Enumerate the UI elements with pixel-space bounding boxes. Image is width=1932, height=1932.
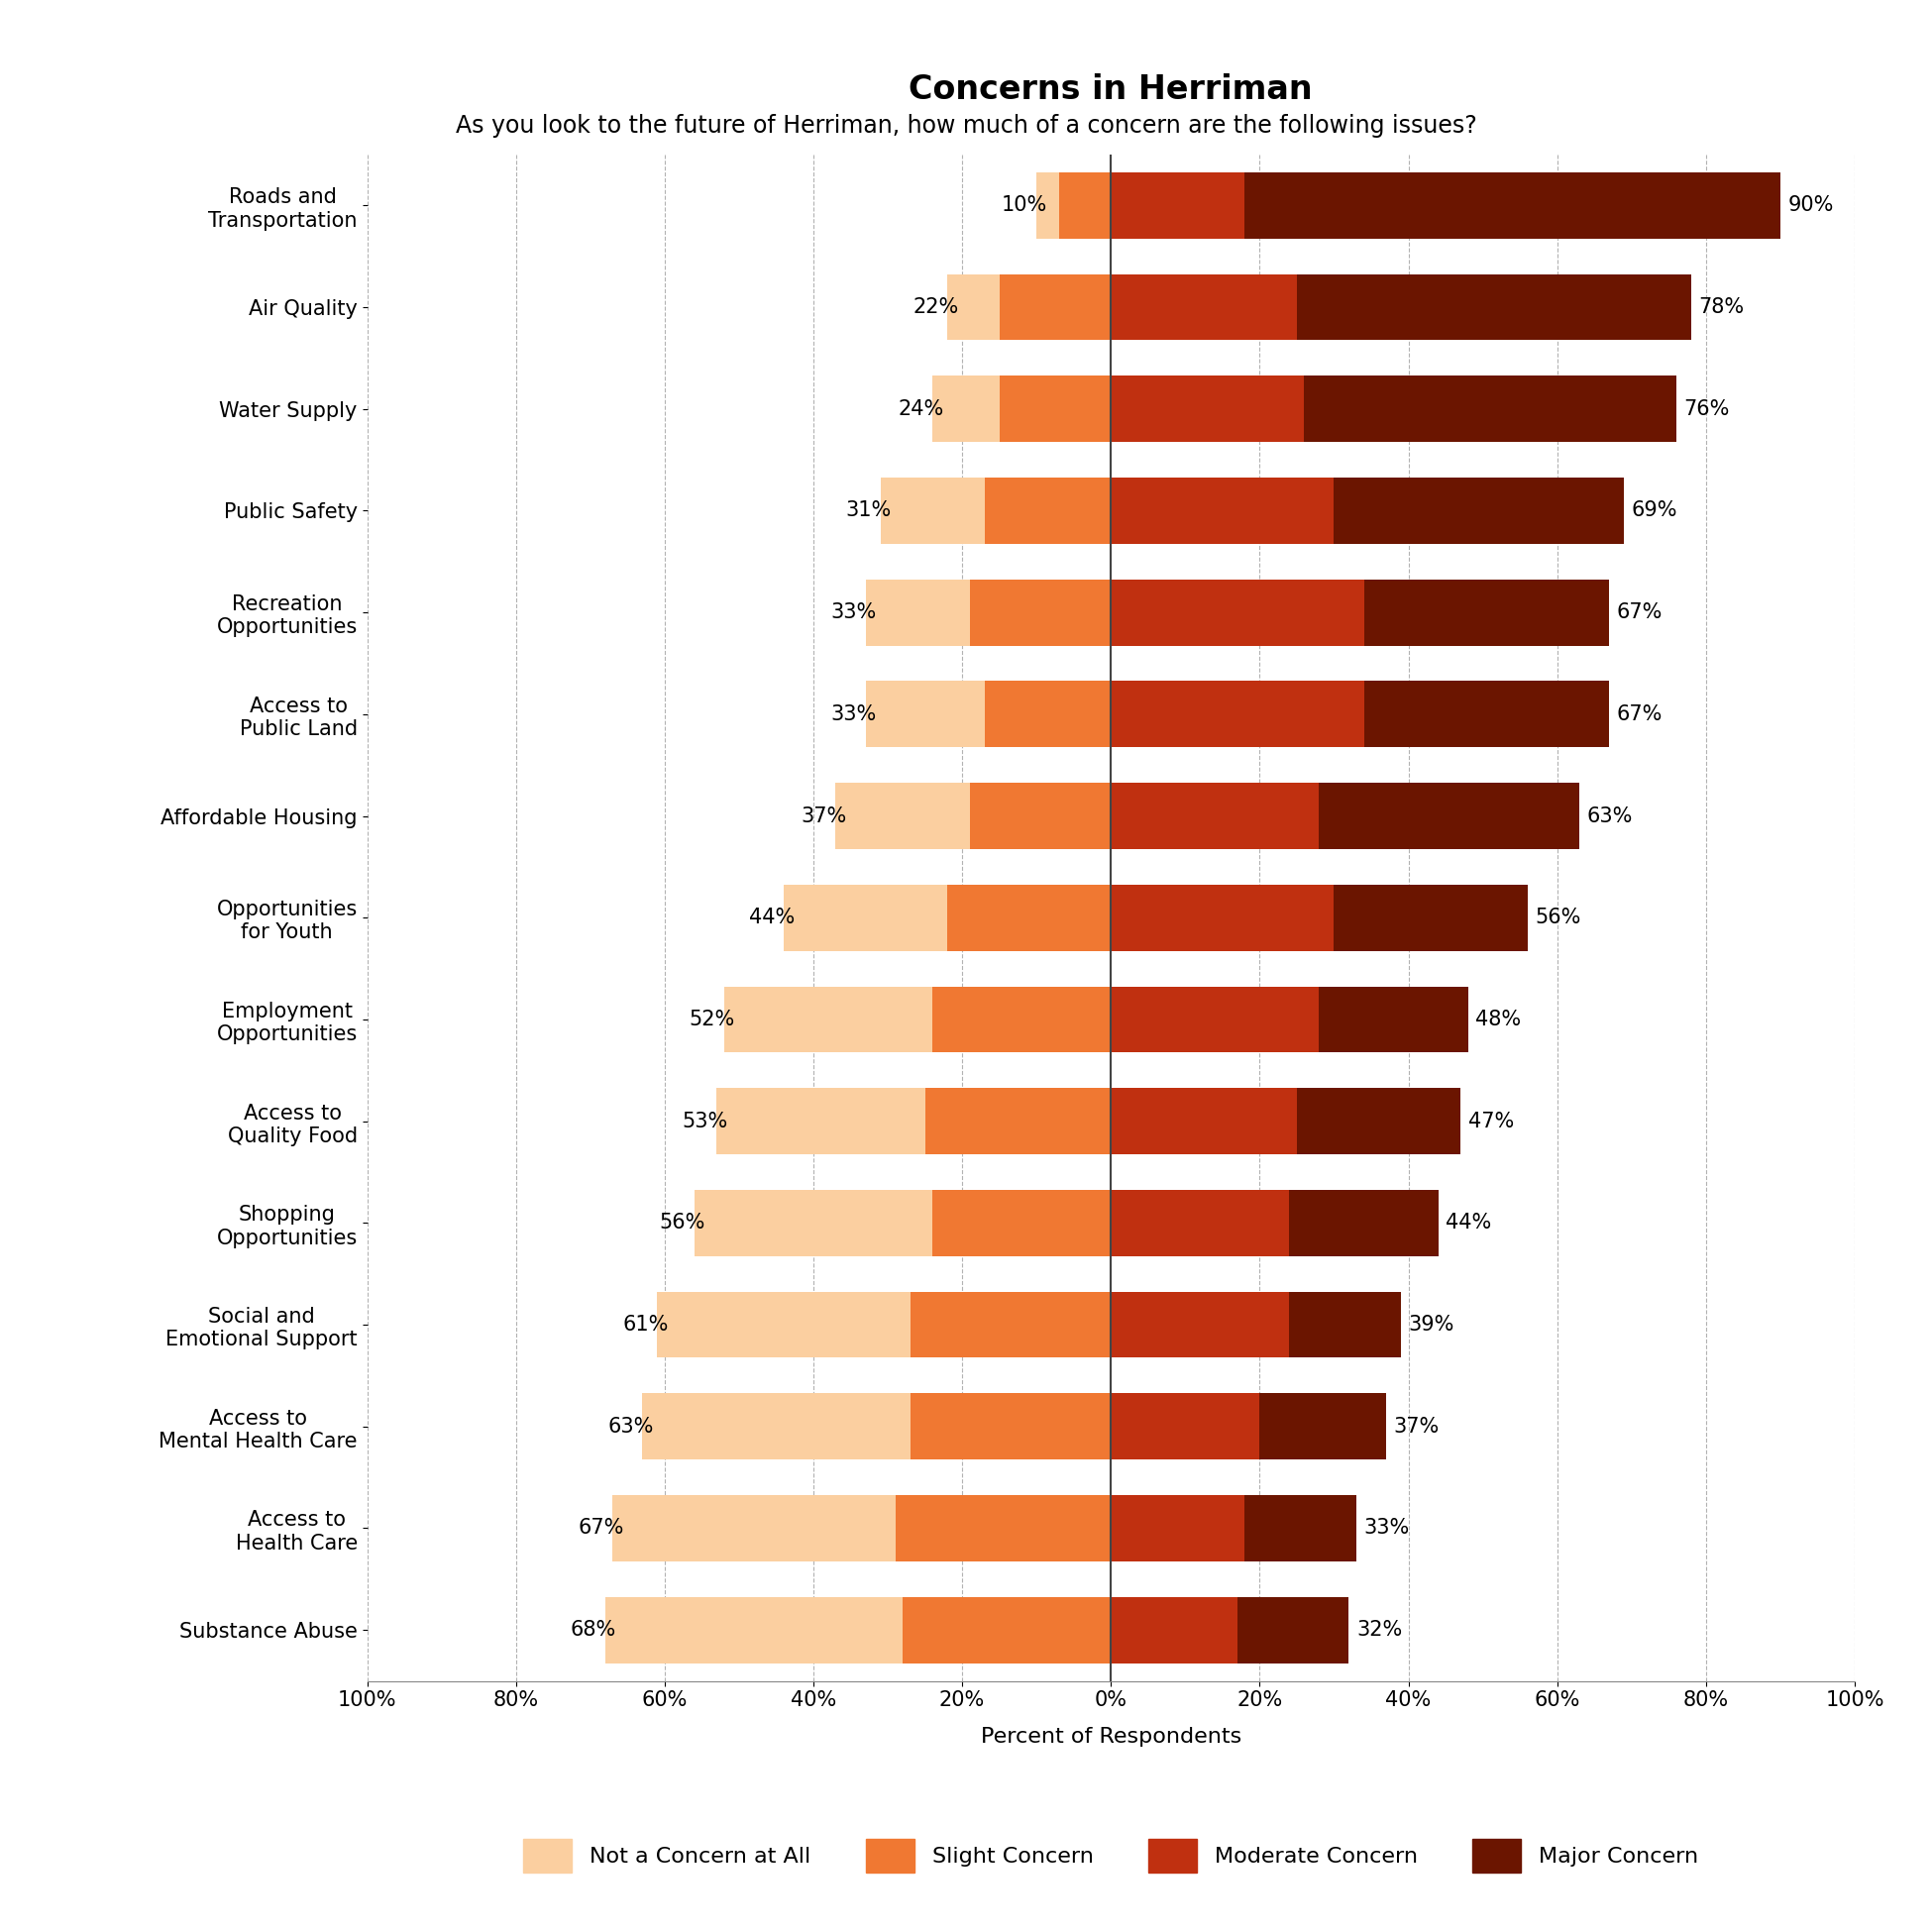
Bar [1304,377,1677,442]
Bar [657,1293,910,1358]
Bar [612,1495,895,1561]
Text: 47%: 47% [1468,1111,1515,1130]
Text: 61%: 61% [622,1316,668,1335]
Bar [1320,987,1468,1053]
Bar [605,1598,902,1663]
Bar [1111,1495,1244,1561]
Bar [970,782,1111,848]
Text: 63%: 63% [1586,806,1633,825]
Bar [933,987,1111,1053]
Bar [1111,477,1333,543]
Bar [933,377,999,442]
Bar [947,885,1111,951]
Text: 44%: 44% [1445,1213,1492,1233]
Bar [1364,682,1609,748]
Text: As you look to the future of Herriman, how much of a concern are the following i: As you look to the future of Herriman, h… [456,114,1476,137]
Bar [1320,782,1580,848]
Text: 67%: 67% [1617,705,1663,724]
Bar [1059,172,1111,238]
Bar [1111,987,1320,1053]
Bar [694,1190,933,1256]
Text: 69%: 69% [1631,500,1677,520]
Bar [1289,1293,1401,1358]
Bar [1111,885,1333,951]
Text: 39%: 39% [1408,1316,1455,1335]
Text: 32%: 32% [1356,1621,1403,1640]
Bar [717,1088,925,1153]
Title: Concerns in Herriman: Concerns in Herriman [908,73,1314,106]
Bar [1111,1598,1236,1663]
Bar [1111,1088,1296,1153]
Bar [1111,1190,1289,1256]
Bar [1364,580,1609,645]
Bar [1111,172,1244,238]
Bar [866,580,970,645]
Bar [925,1088,1111,1153]
Bar [641,1393,910,1459]
Bar [784,885,947,951]
X-axis label: Percent of Respondents: Percent of Respondents [980,1727,1240,1747]
Text: 31%: 31% [846,500,891,520]
Bar [1111,274,1296,340]
Bar [999,274,1111,340]
Bar [1111,580,1364,645]
Text: 24%: 24% [898,400,943,419]
Bar [1111,682,1364,748]
Bar [1111,1393,1260,1459]
Text: 10%: 10% [1003,195,1047,214]
Bar [1244,172,1781,238]
Bar [947,274,999,340]
Bar [933,1190,1111,1256]
Bar [1036,172,1059,238]
Bar [724,987,933,1053]
Text: 56%: 56% [659,1213,705,1233]
Bar [1296,274,1690,340]
Bar [1260,1393,1385,1459]
Bar [881,477,985,543]
Bar [1111,377,1304,442]
Bar [910,1393,1111,1459]
Text: 37%: 37% [802,806,846,825]
Text: 52%: 52% [690,1010,736,1030]
Text: 68%: 68% [570,1621,616,1640]
Bar [1333,477,1625,543]
Bar [999,377,1111,442]
Bar [970,580,1111,645]
Text: 90%: 90% [1787,195,1833,214]
Bar [1111,1293,1289,1358]
Text: 53%: 53% [682,1111,728,1130]
Bar [910,1293,1111,1358]
Legend: Not a Concern at All, Slight Concern, Moderate Concern, Major Concern: Not a Concern at All, Slight Concern, Mo… [512,1828,1710,1884]
Text: 67%: 67% [1617,603,1663,622]
Bar [985,682,1111,748]
Bar [866,682,985,748]
Text: 63%: 63% [607,1416,653,1435]
Text: 33%: 33% [831,603,877,622]
Bar [1296,1088,1461,1153]
Bar [1244,1495,1356,1561]
Text: 76%: 76% [1683,400,1729,419]
Bar [1289,1190,1437,1256]
Text: 48%: 48% [1476,1010,1520,1030]
Text: 44%: 44% [750,908,794,927]
Text: 78%: 78% [1698,298,1745,317]
Text: 37%: 37% [1393,1416,1439,1435]
Text: 67%: 67% [578,1519,624,1538]
Bar [985,477,1111,543]
Text: 56%: 56% [1534,908,1580,927]
Bar [895,1495,1111,1561]
Bar [837,782,970,848]
Text: 22%: 22% [912,298,958,317]
Text: 33%: 33% [1364,1519,1410,1538]
Bar [1236,1598,1349,1663]
Text: 33%: 33% [831,705,877,724]
Bar [1333,885,1528,951]
Bar [1111,782,1320,848]
Bar [902,1598,1111,1663]
